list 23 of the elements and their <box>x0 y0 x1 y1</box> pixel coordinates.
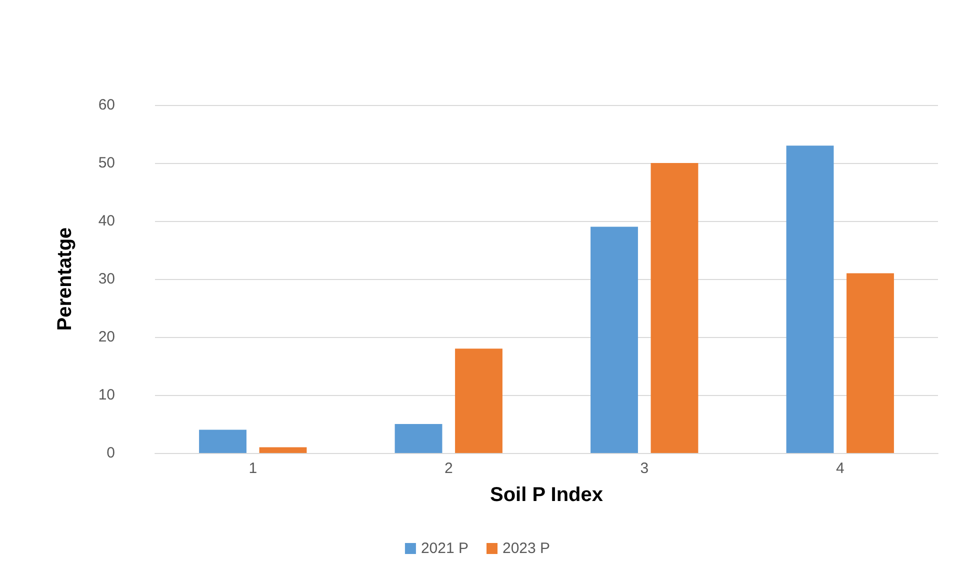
x-axis-title: Soil P Index <box>490 484 603 506</box>
y-tick-label: 20 <box>98 328 115 346</box>
y-tick-label: 10 <box>98 386 115 404</box>
y-tick-label: 50 <box>98 154 115 172</box>
bar <box>199 430 246 453</box>
bar <box>259 447 307 453</box>
bar <box>650 163 698 453</box>
x-tick-label: 4 <box>836 460 844 477</box>
legend-label: 2023 P <box>502 540 550 557</box>
bar <box>394 424 442 453</box>
x-tick-label: 3 <box>640 460 649 477</box>
y-tick-label: 30 <box>98 270 115 288</box>
x-tick-label: 2 <box>444 460 453 477</box>
y-axis-title: Perentatge <box>54 227 76 331</box>
legend-label: 2021 P <box>420 540 469 557</box>
y-tick-label: 40 <box>98 212 115 230</box>
bar <box>786 146 834 453</box>
bar <box>590 226 638 453</box>
x-tick-label: 1 <box>248 460 258 477</box>
bar <box>846 273 894 453</box>
y-tick-label: 0 <box>106 444 115 462</box>
y-tick-label: 60 <box>98 96 115 114</box>
bar <box>455 348 502 453</box>
